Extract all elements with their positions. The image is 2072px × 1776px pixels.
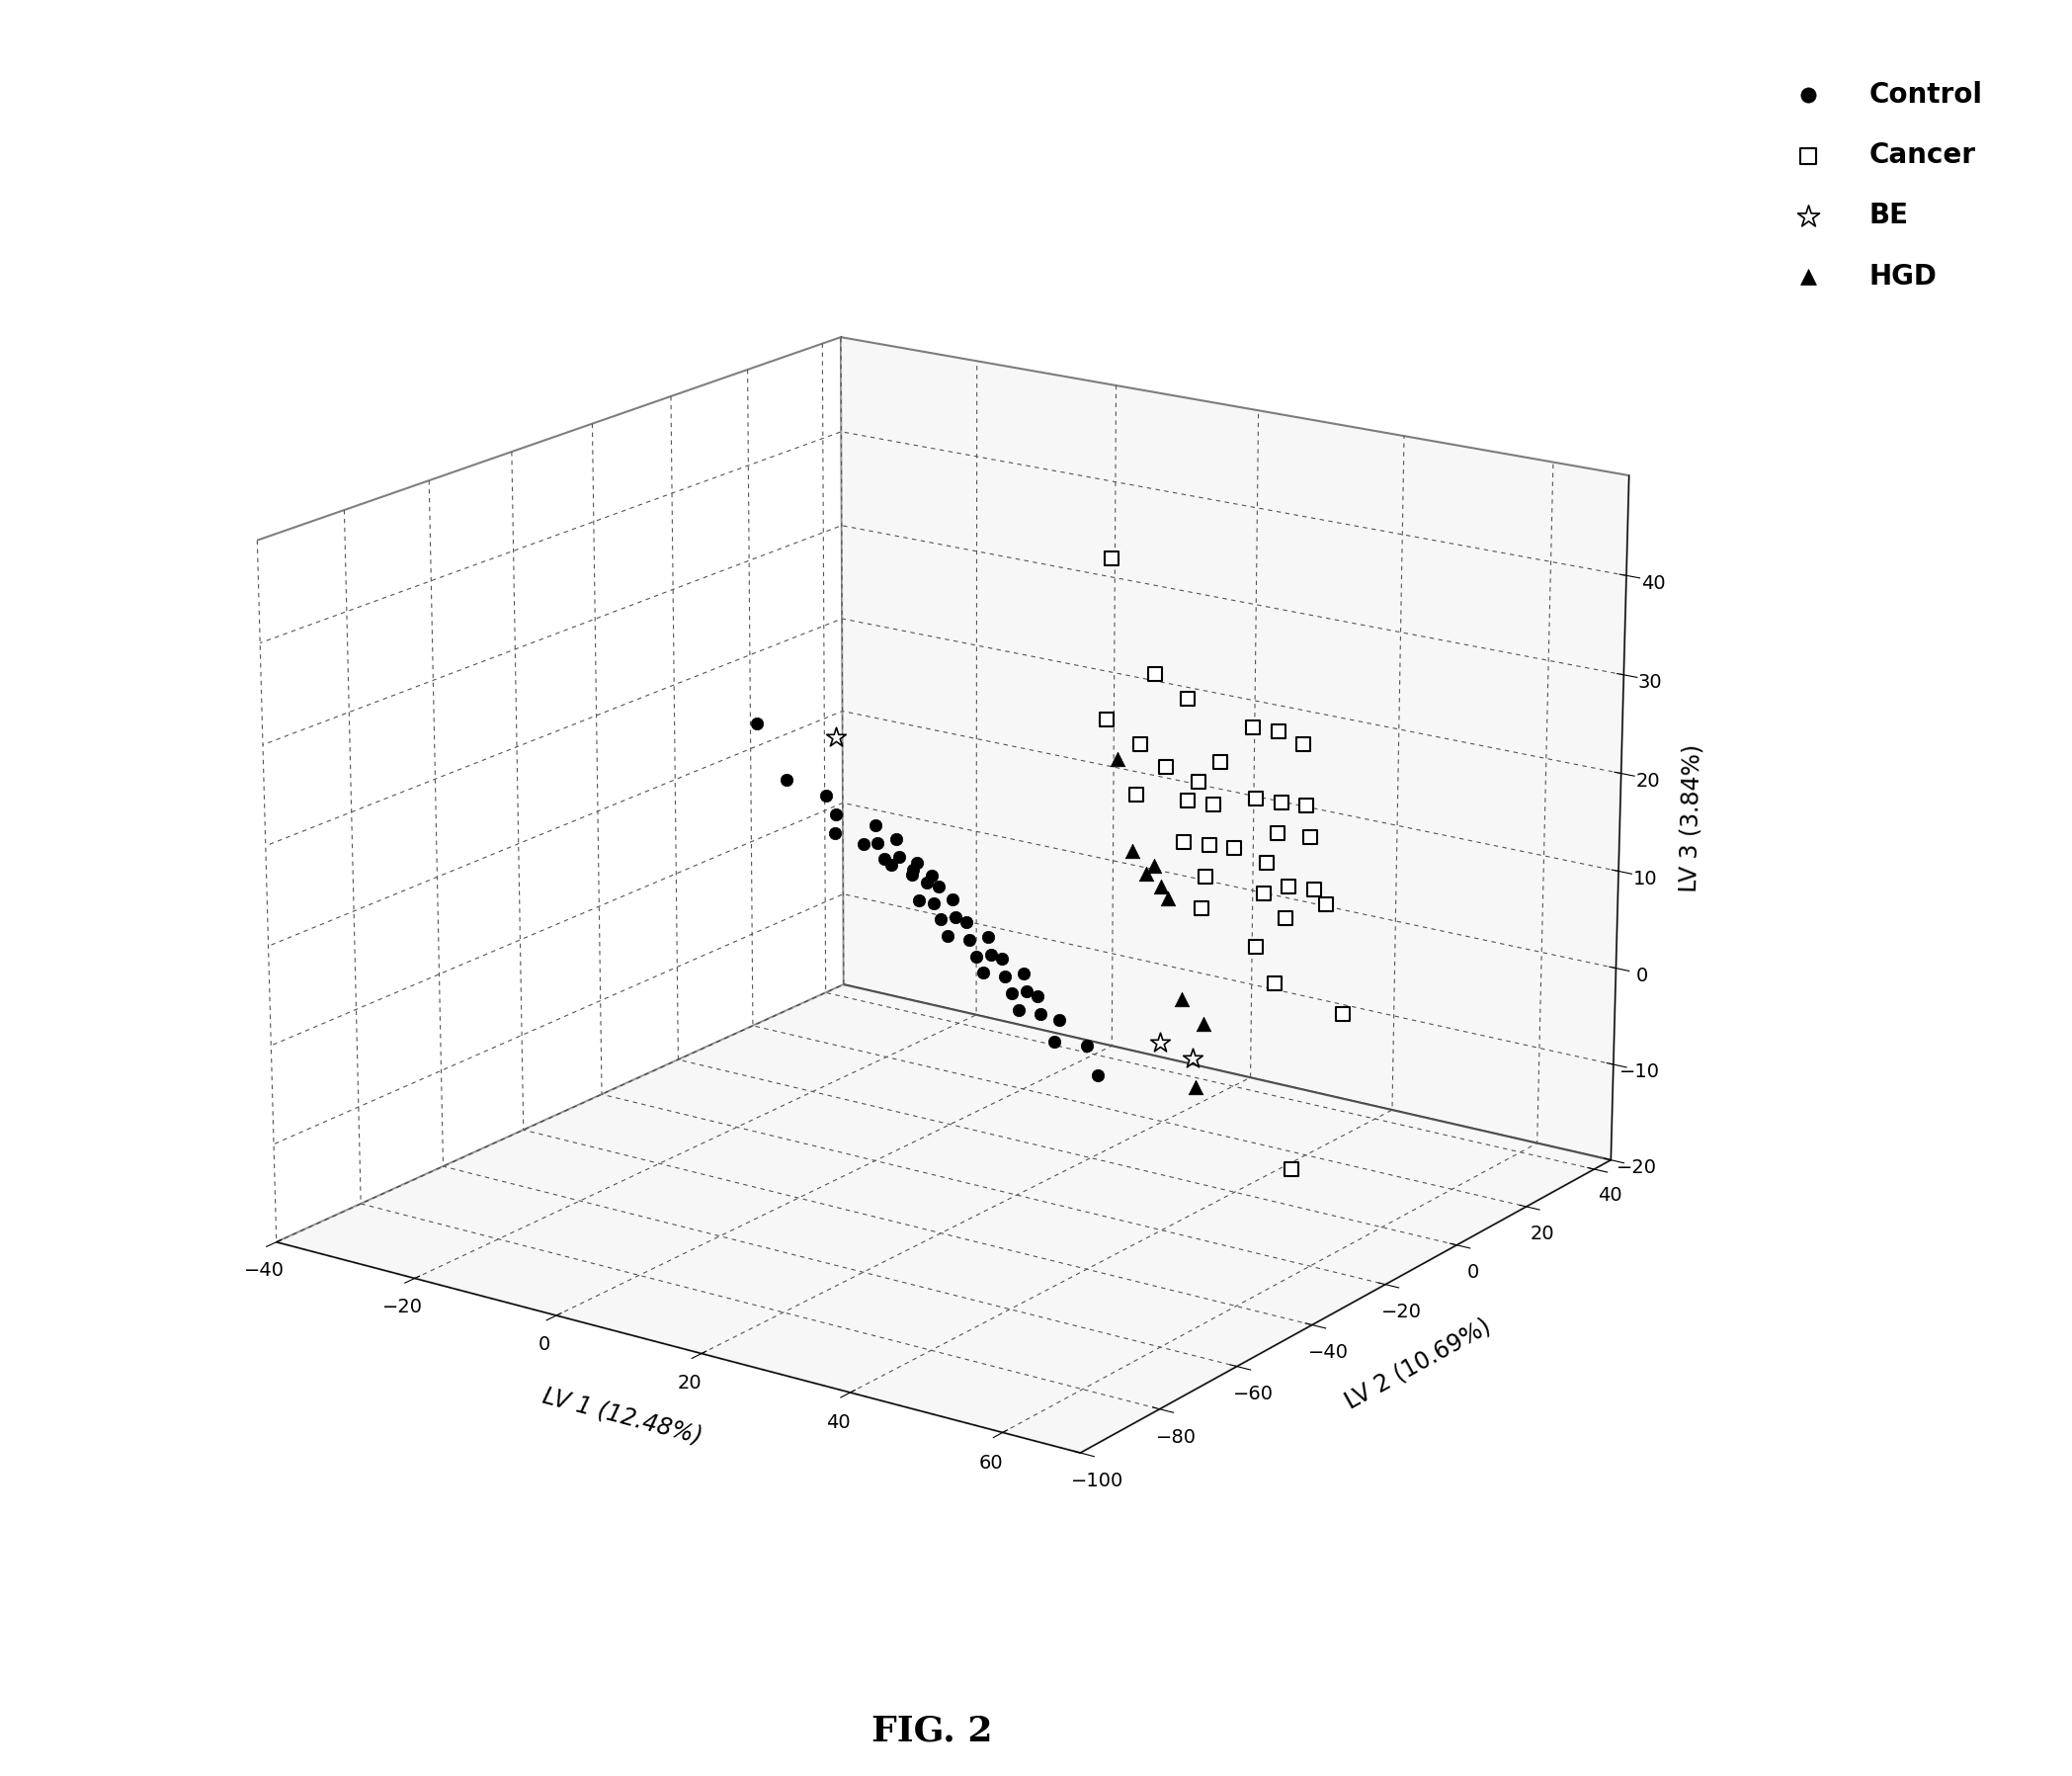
- X-axis label: LV 1 (12.48%): LV 1 (12.48%): [539, 1384, 704, 1449]
- Text: FIG. 2: FIG. 2: [872, 1714, 992, 1748]
- Y-axis label: LV 2 (10.69%): LV 2 (10.69%): [1341, 1314, 1494, 1414]
- Legend: Control, Cancer, BE, HGD: Control, Cancer, BE, HGD: [1767, 67, 1995, 304]
